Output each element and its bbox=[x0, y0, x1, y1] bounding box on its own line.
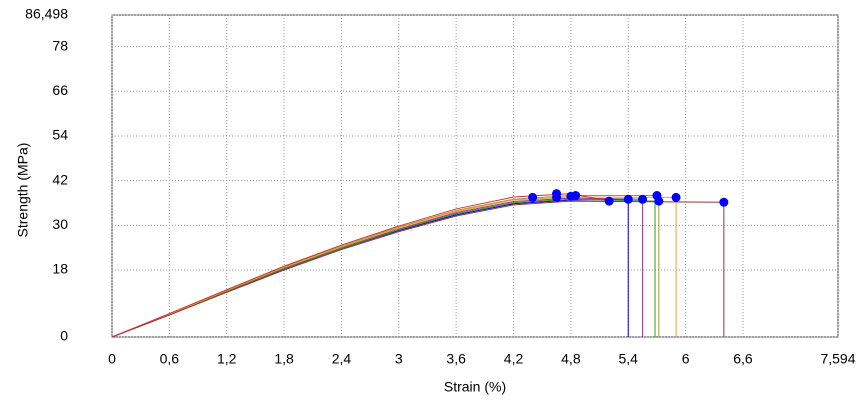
series-line bbox=[111, 200, 725, 338]
x-tick-label: 2,4 bbox=[332, 351, 352, 367]
y-tick-label: 54 bbox=[52, 127, 68, 143]
x-tick-label: 6 bbox=[682, 351, 690, 367]
plot-area bbox=[111, 14, 839, 338]
series-line bbox=[111, 193, 610, 338]
y-axis-label: Strength (MPa) bbox=[15, 143, 31, 238]
y-tick-label: 0 bbox=[60, 328, 68, 344]
x-tick-label: 1,8 bbox=[274, 351, 294, 367]
x-tick-label: 0 bbox=[108, 351, 116, 367]
y-tick-label: 86,498 bbox=[25, 6, 68, 22]
x-tick-label: 4,2 bbox=[504, 351, 524, 367]
break-point bbox=[638, 194, 648, 204]
x-tick-label: 6,6 bbox=[733, 351, 753, 367]
x-tick-label: 3,6 bbox=[446, 351, 466, 367]
x-tick-label: 5,4 bbox=[619, 351, 639, 367]
break-point bbox=[623, 194, 633, 204]
x-tick-label: 1,2 bbox=[217, 351, 237, 367]
break-point bbox=[571, 191, 581, 201]
break-point bbox=[654, 196, 664, 206]
y-tick-label: 18 bbox=[52, 261, 68, 277]
y-tick-label: 30 bbox=[52, 216, 68, 232]
x-tick-label: 0,6 bbox=[160, 351, 180, 367]
x-tick-label: 3 bbox=[395, 351, 403, 367]
series-line bbox=[111, 196, 677, 338]
y-tick-label: 78 bbox=[52, 37, 68, 53]
break-point bbox=[671, 192, 681, 202]
break-point bbox=[528, 192, 538, 202]
break-point bbox=[719, 197, 729, 207]
x-tick-label: 7,594 bbox=[820, 351, 855, 367]
y-tick-label: 66 bbox=[52, 82, 68, 98]
series-line bbox=[111, 198, 656, 338]
break-point bbox=[604, 196, 614, 206]
break-point bbox=[552, 192, 562, 202]
y-tick-label: 42 bbox=[52, 171, 68, 187]
x-tick-label: 4,8 bbox=[561, 351, 581, 367]
x-axis-label: Strain (%) bbox=[444, 379, 506, 395]
